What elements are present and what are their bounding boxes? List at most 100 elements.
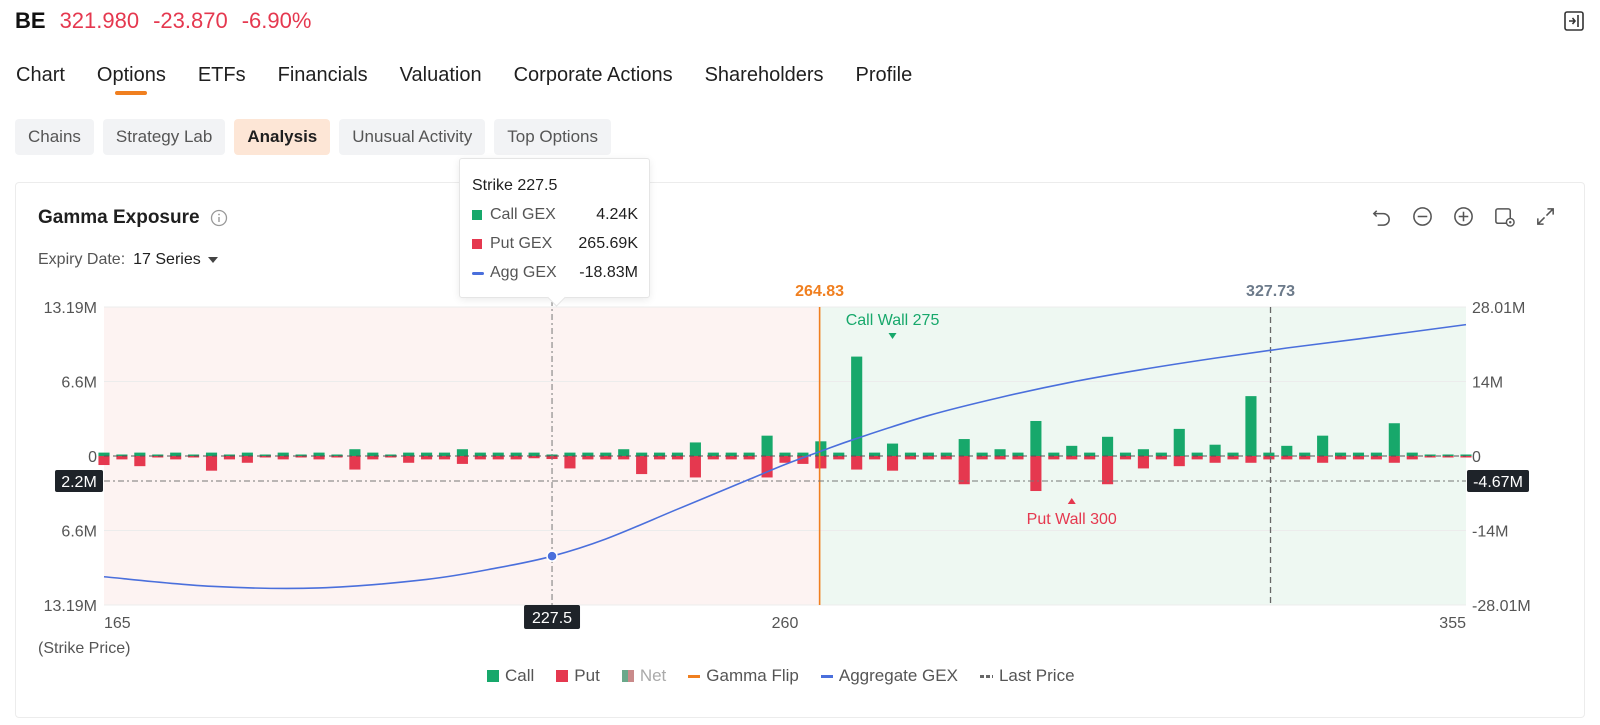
put-bar (833, 456, 845, 460)
call-bar (1442, 454, 1454, 456)
agg-swatch (472, 271, 484, 275)
call-bar (958, 439, 970, 456)
put-bar (1102, 456, 1114, 485)
call-bar (403, 452, 415, 456)
zoom-in-icon[interactable] (1452, 205, 1475, 228)
legend-net[interactable]: Net (621, 666, 666, 686)
put-swatch (472, 239, 482, 249)
put-bar (1334, 456, 1347, 460)
call-bar (313, 452, 325, 456)
put-bar (1227, 456, 1239, 460)
call-bar (421, 452, 433, 456)
tab-shareholders[interactable]: Shareholders (704, 64, 824, 86)
call-bar (815, 441, 827, 456)
call-bar (510, 452, 522, 456)
reset-icon[interactable] (1370, 205, 1393, 228)
gex-bars (98, 356, 1472, 492)
zoom-out-icon[interactable] (1411, 205, 1434, 228)
crosshair-x-value: 227.5 (532, 610, 572, 627)
legend-put[interactable]: Put (556, 666, 600, 686)
put-bar (779, 456, 791, 463)
call-bar (940, 452, 952, 456)
put-bar (116, 456, 128, 460)
expiry-dropdown[interactable]: 17 Series (133, 251, 219, 269)
options-sub-tabs: Chains Strategy Lab Analysis Unusual Act… (15, 119, 611, 155)
put-bar (1209, 456, 1221, 463)
call-bar (277, 452, 289, 456)
put-bar (1173, 456, 1185, 467)
x-axis-title: (Strike Price) (38, 640, 130, 657)
put-bar (636, 456, 648, 475)
subtab-chains[interactable]: Chains (15, 119, 94, 155)
call-bar (1263, 452, 1275, 456)
call-swatch (487, 670, 499, 682)
call-bar (922, 452, 934, 456)
put-bar (743, 456, 755, 460)
crosshair-right-value: -4.67M (1473, 474, 1523, 491)
call-bar (1030, 420, 1042, 456)
right-tick-label: 28.01M (1472, 300, 1525, 317)
tab-etfs[interactable]: ETFs (197, 64, 246, 86)
legend-last-price[interactable]: Last Price (979, 666, 1075, 686)
call-bar (1084, 452, 1096, 456)
call-bar (1424, 454, 1436, 456)
call-bar (1209, 444, 1221, 456)
put-bar (295, 456, 307, 458)
tooltip-label: Call GEX (490, 206, 556, 223)
crosshair-x-box (524, 605, 581, 629)
call-bar (671, 452, 684, 456)
tooltip-value: 4.24K (596, 206, 638, 223)
call-bar (170, 452, 182, 456)
put-bar (1299, 456, 1311, 460)
legend-call[interactable]: Call (487, 666, 534, 686)
tab-corporate-actions[interactable]: Corporate Actions (513, 64, 673, 86)
put-bar (241, 456, 253, 463)
left-tick-label: 13.19M (44, 300, 97, 317)
tab-valuation[interactable]: Valuation (399, 64, 482, 86)
call-bar (636, 452, 648, 456)
right-tick-label: -28.01M (1472, 598, 1531, 615)
subtab-strategy-lab[interactable]: Strategy Lab (102, 119, 226, 155)
put-swatch (556, 670, 569, 682)
aggregate-gex-line (103, 323, 1467, 590)
put-bar (1352, 456, 1365, 460)
tab-chart[interactable]: Chart (16, 64, 65, 86)
subtab-analysis[interactable]: Analysis (234, 119, 331, 155)
exit-panel-icon[interactable] (1563, 10, 1585, 32)
call-bar (331, 454, 343, 456)
call-bar (994, 449, 1006, 456)
call-bar (976, 452, 988, 456)
last-price: 321.980 (59, 8, 140, 33)
put-bar (492, 456, 504, 460)
fullscreen-icon[interactable] (1534, 205, 1557, 228)
call-bar (618, 449, 630, 456)
tab-profile[interactable]: Profile (855, 64, 913, 86)
left-tick-label: 6.6M (61, 524, 97, 541)
call-bar (851, 356, 863, 456)
call-bar (241, 452, 253, 456)
call-bar (869, 452, 881, 456)
put-bar (331, 456, 343, 458)
put-bar (456, 456, 468, 464)
call-bar (761, 435, 773, 456)
call-bar (474, 452, 486, 456)
put-bar (367, 456, 379, 460)
call-bar (1173, 428, 1185, 456)
tooltip-row-agg: Agg GEX -18.83M (472, 264, 638, 282)
subtab-top-options[interactable]: Top Options (494, 119, 611, 155)
info-icon[interactable] (210, 209, 228, 227)
call-bar (833, 452, 845, 456)
call-bar (564, 452, 576, 456)
price-change-pct: -6.90% (241, 8, 312, 33)
tab-options[interactable]: Options (97, 64, 166, 95)
put-bar (1245, 456, 1257, 463)
put-bar (170, 456, 182, 460)
legend-aggregate-gex[interactable]: Aggregate GEX (820, 666, 958, 686)
legend-gamma-flip[interactable]: Gamma Flip (688, 666, 799, 686)
crosshair-point (546, 550, 558, 562)
put-bar (1460, 456, 1472, 458)
subtab-unusual-activity[interactable]: Unusual Activity (339, 119, 486, 155)
tab-financials[interactable]: Financials (277, 64, 368, 86)
screenshot-settings-icon[interactable] (1493, 205, 1516, 228)
